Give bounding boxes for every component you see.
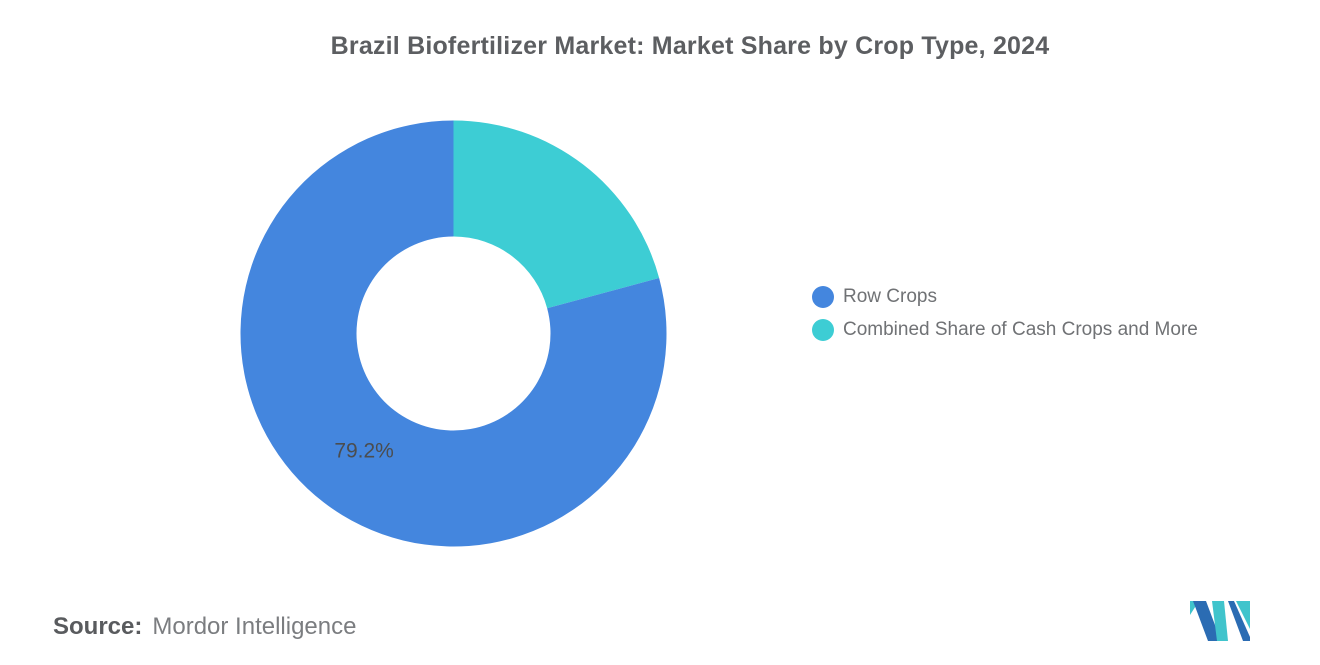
legend-marker-icon bbox=[812, 286, 834, 308]
donut-chart: 79.2% bbox=[240, 120, 667, 547]
legend-item-combined-share[interactable]: Combined Share of Cash Crops and More bbox=[812, 319, 1198, 341]
donut-slice-row-crops[interactable] bbox=[240, 120, 667, 547]
logo-shape bbox=[1228, 601, 1250, 641]
mordor-intelligence-logo bbox=[1190, 601, 1250, 641]
legend-label: Row Crops bbox=[843, 286, 937, 307]
legend-label: Combined Share of Cash Crops and More bbox=[843, 319, 1198, 340]
logo-shape bbox=[1193, 601, 1221, 641]
source-line: Source: Mordor Intelligence bbox=[53, 613, 356, 641]
source-label: Source: bbox=[53, 613, 143, 640]
chart-title: Brazil Biofertilizer Market: Market Shar… bbox=[330, 32, 1050, 60]
source-value: Mordor Intelligence bbox=[152, 613, 357, 640]
donut-slice-combined-share-of-cash-crops-and-more[interactable] bbox=[453, 120, 660, 309]
slice-data-label: 79.2% bbox=[334, 440, 394, 463]
legend: Row Crops Combined Share of Cash Crops a… bbox=[812, 286, 1198, 352]
legend-item-row-crops[interactable]: Row Crops bbox=[812, 286, 1198, 308]
logo-shape bbox=[1236, 601, 1250, 629]
logo-shape bbox=[1212, 601, 1228, 641]
legend-marker-icon bbox=[812, 319, 834, 341]
